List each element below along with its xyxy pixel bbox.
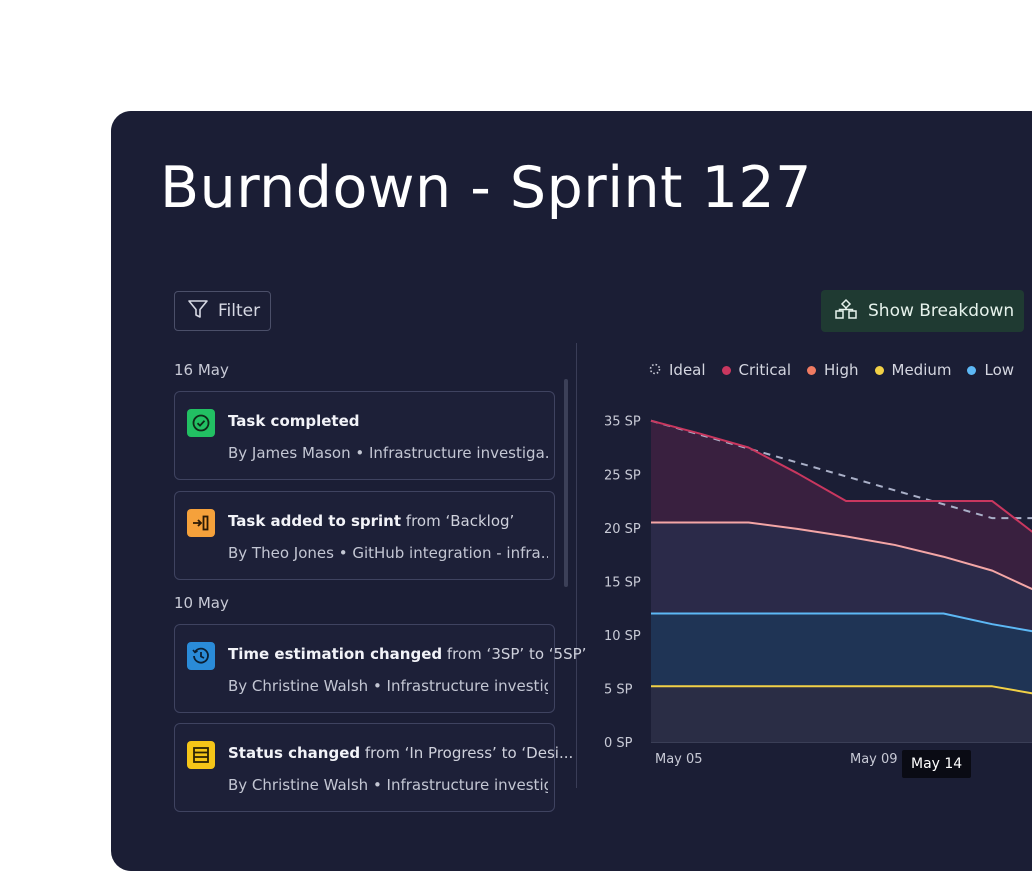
activity-card[interactable]: Task added to sprint from ‘Backlog’ By T… [174, 491, 555, 580]
legend-item-medium[interactable]: Medium [874, 361, 952, 379]
legend-label: Low [984, 361, 1015, 379]
x-tick-label: May 09 [850, 752, 898, 767]
chart-legend: Ideal Critical High Medium Low [649, 361, 1014, 379]
filter-button[interactable]: Filter [174, 291, 271, 331]
legend-label: High [824, 361, 859, 379]
chart-tooltip: May 14 [902, 750, 972, 778]
y-tick-label: 15 SP [604, 575, 641, 590]
series-area-medium [651, 686, 1032, 742]
series-line-medium [651, 685, 1032, 695]
legend-item-ideal[interactable]: Ideal [649, 361, 706, 379]
activity-title: Status changed from ‘In Progress’ to ‘De… [228, 744, 574, 762]
y-tick-label: 20 SP [604, 522, 641, 537]
activity-meta: By Christine Walsh • Infrastructure inve… [228, 677, 548, 695]
y-tick-label: 25 SP [604, 468, 641, 483]
show-breakdown-label: Show Breakdown [868, 301, 1015, 321]
panel-divider [576, 343, 577, 788]
page-title: Burndown - Sprint 127 [160, 155, 812, 221]
series-line-critical [650, 419, 1032, 533]
activity-date-heading: 10 May [174, 594, 229, 612]
activity-title: Time estimation changed from ‘3SP’ to ‘5… [228, 645, 587, 663]
y-tick-label: 0 SP [604, 736, 633, 751]
list-status-icon [187, 741, 215, 769]
activity-meta: By James Mason • Infrastructure investig… [228, 444, 548, 462]
legend-label: Ideal [669, 361, 706, 379]
series-line-ideal [650, 419, 1032, 520]
activity-card[interactable]: Time estimation changed from ‘3SP’ to ‘5… [174, 624, 586, 713]
x-tick-label: May 05 [655, 752, 703, 767]
legend-item-low[interactable]: Low [967, 361, 1014, 379]
activity-card[interactable]: Status changed from ‘In Progress’ to ‘De… [174, 723, 573, 812]
activity-meta: By Christine Walsh • Infrastructure inve… [228, 776, 548, 794]
legend-label: Medium [891, 361, 952, 379]
legend-dot [967, 365, 977, 375]
show-breakdown-button[interactable]: Show Breakdown [821, 290, 1024, 332]
burndown-panel: Burndown - Sprint 127 Filter Show Breakd… [111, 111, 1032, 871]
y-tick-label: 5 SP [604, 682, 633, 697]
activity-meta: By Theo Jones • GitHub integration - inf… [228, 544, 548, 562]
legend-item-critical[interactable]: Critical [721, 361, 792, 379]
activity-date-heading: 16 May [174, 361, 229, 379]
legend-label: Critical [738, 361, 792, 379]
filter-icon [187, 298, 209, 325]
activity-title: Task added to sprint from ‘Backlog’ [228, 512, 515, 530]
clock-history-icon [187, 642, 215, 670]
series-line-low [651, 612, 1032, 633]
legend-dot [807, 365, 817, 375]
activity-card[interactable]: Task completed By James Mason • Infrastr… [174, 391, 555, 480]
legend-dot [721, 365, 731, 375]
series-line-high [651, 521, 1032, 591]
burndown-chart[interactable]: 0 SP 5 SP 10 SP 15 SP 20 SP 25 SP 35 SP May 05 M… [111, 111, 1032, 838]
dotted-circle-icon [649, 361, 661, 379]
hierarchy-icon [834, 298, 858, 325]
activity-scrollbar[interactable] [564, 379, 568, 587]
y-tick-label: 10 SP [604, 629, 641, 644]
filter-label: Filter [218, 301, 261, 321]
legend-item-high[interactable]: High [807, 361, 859, 379]
legend-dot [874, 365, 884, 375]
check-circle-icon [187, 409, 215, 437]
move-into-icon [187, 509, 215, 537]
activity-title: Task completed [228, 412, 360, 430]
y-tick-label: 35 SP [604, 415, 641, 430]
